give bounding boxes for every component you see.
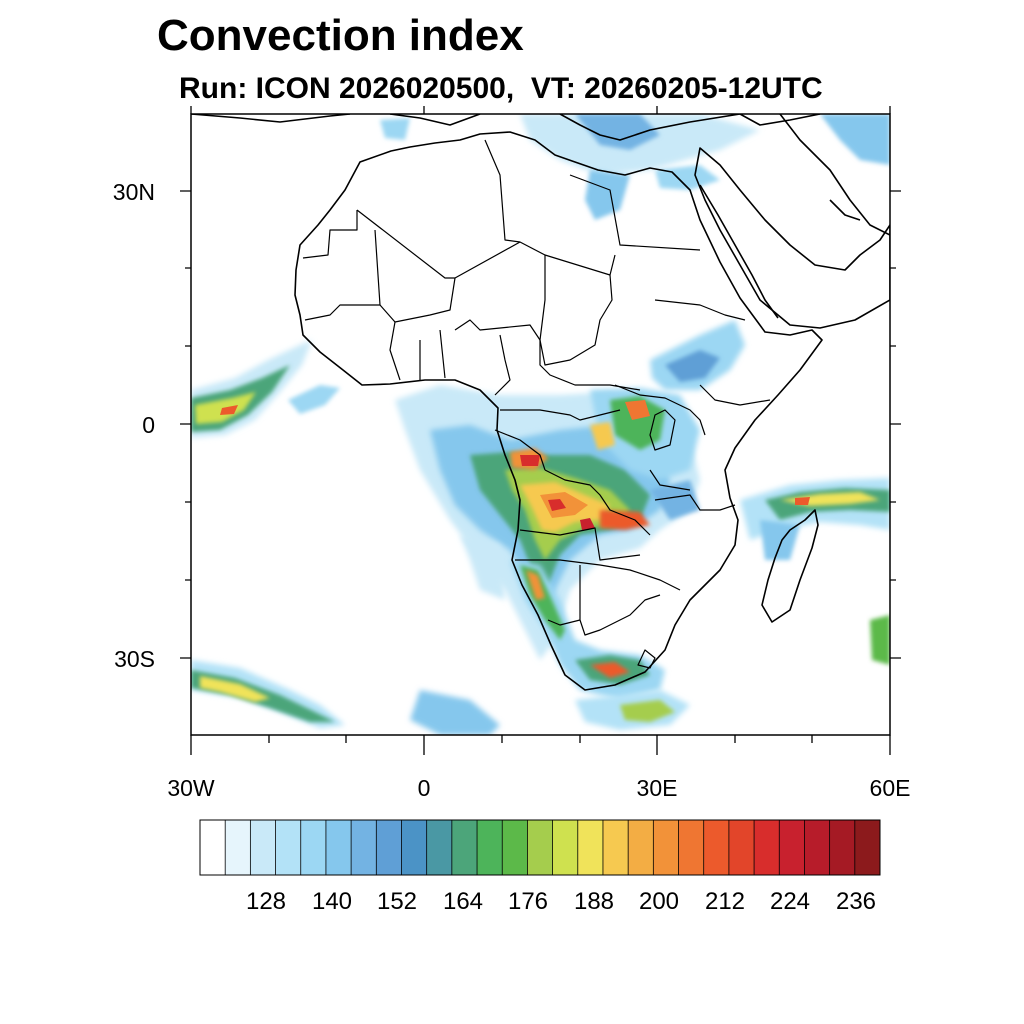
- colorbar-swatch: [552, 820, 579, 875]
- south-atlantic-convection: [191, 535, 505, 735]
- left-major-ticks: [180, 190, 191, 659]
- lon-label-30e: 30E: [636, 775, 678, 801]
- colorbar-swatch: [401, 820, 427, 875]
- red-sea-coastline: [699, 184, 779, 319]
- colorbar-swatch: [577, 820, 604, 875]
- colorbar-swatch: [451, 820, 478, 875]
- arabia-coastline: [694, 147, 890, 329]
- madagascar-coastline: [761, 509, 819, 623]
- run-subtitle: Run: ICON 2026020500, VT: 20260205-12UTC: [179, 72, 823, 105]
- right-major-ticks: [890, 190, 901, 659]
- ethiopia-convection: [650, 320, 745, 390]
- colorbar-label-200: 200: [638, 888, 680, 915]
- indian-ocean-convection: [740, 478, 890, 665]
- colorbar-swatch: [351, 820, 377, 875]
- colorbar-label-140: 140: [311, 888, 353, 915]
- colorbar-label-236: 236: [835, 888, 877, 915]
- colorbar-swatch: [678, 820, 705, 875]
- lon-label-30w: 30W: [167, 775, 215, 801]
- colorbar-swatch: [728, 820, 755, 875]
- right-minor-ticks: [890, 267, 896, 581]
- colorbar-swatch: [754, 820, 780, 875]
- page-title: Convection index: [157, 11, 524, 60]
- colorbar-label-128: 128: [245, 888, 287, 915]
- colorbar-swatch: [426, 820, 453, 875]
- africa-coastline: [294, 131, 823, 691]
- colorbar-swatch: [829, 820, 856, 875]
- colorbar-swatch: [200, 820, 226, 875]
- colorbar-swatch: [628, 820, 654, 875]
- persian-gulf-coastline: [779, 114, 890, 236]
- colorbar-frame: [199, 819, 881, 876]
- colorbar-swatch: [376, 820, 402, 875]
- left-minor-ticks: [185, 267, 191, 581]
- colorbar-swatch: [703, 820, 730, 875]
- colorbar-swatch: [602, 820, 629, 875]
- lat-label-0: 0: [142, 412, 155, 438]
- colorbar-swatch: [502, 820, 528, 875]
- colorbar-label-188: 188: [573, 888, 615, 915]
- colorbar-swatch: [854, 820, 881, 875]
- colorbar-swatch: [477, 820, 503, 875]
- coastlines: [191, 114, 890, 691]
- country-borders: [302, 139, 771, 669]
- colorbar-label-212: 212: [704, 888, 746, 915]
- colorbar-swatch: [804, 820, 830, 875]
- colorbar-swatch: [653, 820, 679, 875]
- bottom-major-ticks: [190, 735, 891, 755]
- lat-label-30s: 30S: [114, 646, 155, 672]
- colorbar-swatch: [275, 820, 302, 875]
- colorbar-swatch: [527, 820, 553, 875]
- axis-ticks: [180, 106, 901, 755]
- convection-field: [191, 114, 890, 735]
- tropical-atlantic-band: [191, 340, 340, 438]
- colorbar-label-152: 152: [376, 888, 418, 915]
- colorbar-swatch: [250, 820, 276, 875]
- southern-africa-convection: [510, 560, 690, 730]
- colorbar: [199, 819, 881, 876]
- lat-label-30n: 30N: [112, 179, 155, 205]
- lon-label-60e: 60E: [869, 775, 911, 801]
- europe-coastline: [191, 114, 821, 141]
- colorbar-swatch: [300, 820, 327, 875]
- colorbar-label-224: 224: [769, 888, 811, 915]
- colorbar-swatch: [779, 820, 805, 875]
- map-plot-area: [191, 114, 890, 735]
- lon-label-0: 0: [417, 775, 431, 801]
- colorbar-label-164: 164: [442, 888, 484, 915]
- colorbar-swatch: [325, 820, 352, 875]
- top-ticks: [190, 106, 891, 114]
- colorbar-swatch: [225, 820, 251, 875]
- bottom-minor-ticks: [268, 735, 813, 743]
- colorbar-label-176: 176: [507, 888, 549, 915]
